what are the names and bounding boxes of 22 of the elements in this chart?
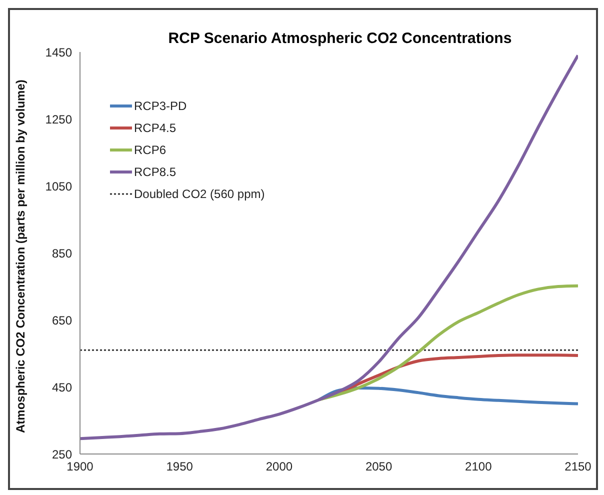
legend-label: RCP8.5: [134, 164, 176, 181]
x-tick-label: 1900: [66, 460, 94, 474]
x-tick-label: 2150: [564, 460, 592, 474]
y-tick-label: 850: [52, 246, 72, 260]
x-tick-label: 2050: [365, 460, 392, 474]
legend-label: RCP4.5: [134, 120, 176, 137]
y-tick-label: 450: [52, 380, 72, 394]
y-tick-label: 1450: [45, 45, 72, 60]
y-tick-label: 1050: [45, 179, 72, 194]
line-series: [318, 284, 578, 402]
y-axis-title: Atmospheric CO2 Concentration (parts per million by volume): [13, 80, 28, 433]
x-tick-label: 1950: [166, 460, 194, 474]
chart-title: RCP Scenario Atmospheric CO2 Concentrations: [167, 30, 513, 47]
line-series: [80, 54, 578, 440]
legend-label: RCP6: [134, 142, 166, 159]
y-tick-label: 650: [52, 313, 72, 328]
legend-label: RCP3-PD: [134, 98, 187, 115]
y-tick-label: 1250: [45, 112, 72, 126]
y-tick-label: 250: [52, 447, 72, 462]
x-tick-label: 2100: [465, 460, 492, 474]
legend-label: Doubled CO2 (560 ppm): [134, 186, 265, 203]
x-tick-label: 2000: [266, 460, 293, 474]
